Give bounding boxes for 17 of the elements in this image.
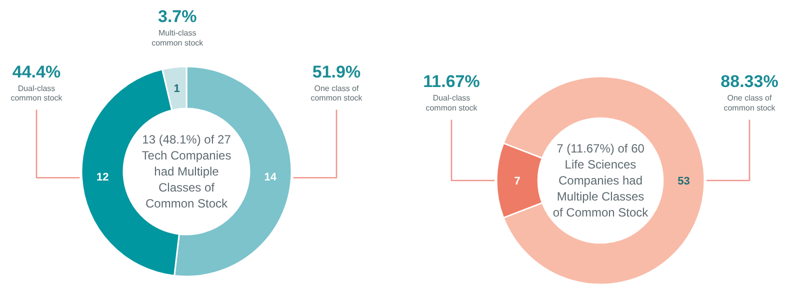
data-label: 1 xyxy=(174,83,180,96)
text: 7 (11.67%) of 60 Life Sciences Companies had Multiple Classes of Common Stock xyxy=(552,141,650,220)
slice-label: Dual-class common stock xyxy=(10,84,64,103)
text: 88.33% xyxy=(720,72,778,92)
data-label: 7 xyxy=(514,176,520,188)
slice-label: One class of common stock xyxy=(724,94,776,113)
text: 13 (48.1%) of 27 Tech Companies had Multiple Classes of Common Stock xyxy=(142,132,232,211)
slice-label: One class of common stock xyxy=(310,84,364,103)
slice-label: Dual-class common stock xyxy=(426,94,478,113)
data-label: 12 xyxy=(96,171,109,184)
data-label: 53 xyxy=(678,176,690,188)
text: 3.7% xyxy=(158,7,197,26)
data-label: 14 xyxy=(264,171,278,184)
text: 44.4% xyxy=(12,62,61,82)
slice-label: Multi-class common stock xyxy=(152,28,204,48)
text: 11.67% xyxy=(423,72,480,92)
text: 51.9% xyxy=(312,62,361,82)
